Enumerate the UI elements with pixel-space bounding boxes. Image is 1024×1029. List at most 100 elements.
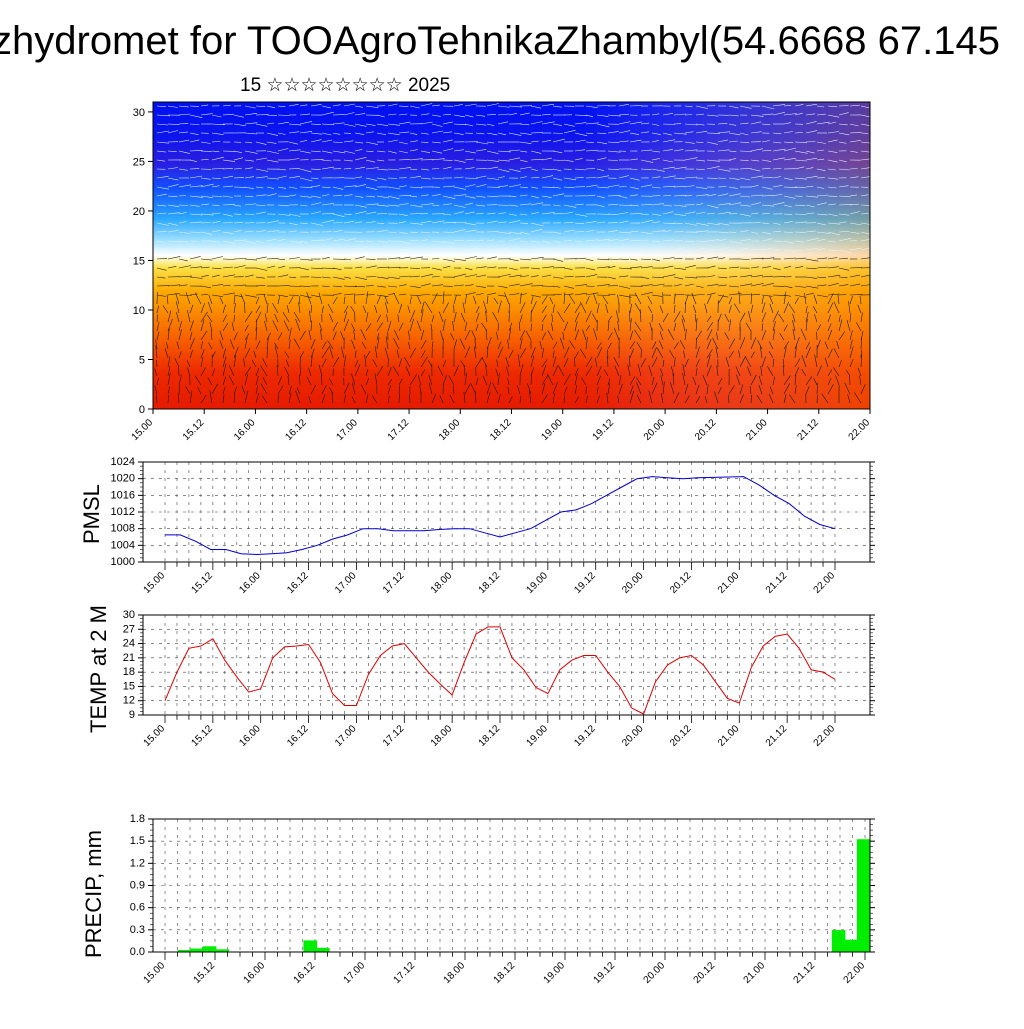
x-tick-label: 20.00 bbox=[620, 723, 646, 749]
x-tick-label: 20.12 bbox=[692, 960, 718, 986]
y-tick-label: 1008 bbox=[111, 523, 135, 535]
x-tick-label: 22.00 bbox=[812, 570, 838, 596]
y-tick-label: 0.6 bbox=[130, 902, 145, 914]
x-tick-label: 21.12 bbox=[792, 960, 818, 986]
x-tick-label: 15.12 bbox=[190, 723, 216, 749]
x-tick-label: 15.00 bbox=[142, 960, 168, 986]
precip-bars bbox=[178, 840, 870, 952]
x-tick-label: 21.12 bbox=[764, 570, 790, 596]
temp-ylabel: TEMP at 2 M bbox=[86, 605, 111, 733]
y-tick-label: 0.0 bbox=[130, 946, 145, 958]
x-tick-label: 15.12 bbox=[181, 417, 207, 443]
x-tick-label: 17.00 bbox=[335, 417, 361, 443]
y-tick-label: 10 bbox=[133, 305, 145, 317]
y-tick-label: 1.2 bbox=[130, 857, 145, 869]
x-tick-label: 16.00 bbox=[232, 417, 258, 443]
x-tick-label: 20.12 bbox=[668, 723, 694, 749]
precip-ylabel: PRECIP, mm bbox=[81, 830, 106, 958]
x-tick-label: 22.00 bbox=[842, 960, 868, 986]
y-tick-label: 1000 bbox=[111, 556, 135, 568]
precip-grid bbox=[153, 819, 870, 952]
x-tick-label: 16.12 bbox=[285, 570, 311, 596]
x-tick-label: 19.12 bbox=[591, 417, 617, 443]
x-tick-label: 15.00 bbox=[142, 723, 168, 749]
x-tick-label: 17.12 bbox=[392, 960, 418, 986]
x-tick-label: 21.00 bbox=[716, 723, 742, 749]
x-tick-label: 18.00 bbox=[429, 570, 455, 596]
y-tick-label: 15 bbox=[133, 255, 145, 267]
temp-grid bbox=[143, 615, 870, 715]
x-tick-label: 21.00 bbox=[744, 417, 770, 443]
x-tick-label: 17.12 bbox=[381, 723, 407, 749]
y-tick-label: 27 bbox=[123, 623, 135, 635]
temp-axes: 9 12 15 18 21 24 27 30 15.00 15.12 16.00 16.12 17.00… bbox=[123, 609, 875, 749]
y-tick-label: 0.9 bbox=[130, 880, 145, 892]
precip-bar bbox=[845, 940, 858, 952]
x-tick-label: 17.00 bbox=[333, 570, 359, 596]
x-tick-label: 15.12 bbox=[192, 960, 218, 986]
y-tick-label: 9 bbox=[129, 709, 135, 721]
x-tick-label: 18.12 bbox=[488, 417, 514, 443]
y-tick-label: 20 bbox=[133, 206, 145, 218]
x-tick-label: 15.00 bbox=[142, 570, 168, 596]
x-tick-label: 19.12 bbox=[572, 570, 598, 596]
figure-title: zhydromet for TOOAgroTehnikaZhambyl(54.6… bbox=[0, 19, 1000, 63]
x-tick-label: 16.12 bbox=[283, 417, 309, 443]
x-tick-label: 19.00 bbox=[525, 570, 551, 596]
x-tick-label: 21.00 bbox=[742, 960, 768, 986]
x-tick-label: 18.00 bbox=[437, 417, 463, 443]
x-tick-label: 17.12 bbox=[381, 570, 407, 596]
y-tick-label: 0 bbox=[139, 404, 145, 416]
y-tick-label: 21 bbox=[123, 652, 135, 664]
x-tick-label: 17.12 bbox=[386, 417, 412, 443]
x-tick-label: 16.00 bbox=[237, 570, 263, 596]
y-tick-label: 25 bbox=[133, 156, 145, 168]
x-tick-label: 20.12 bbox=[668, 570, 694, 596]
y-tick-label: 24 bbox=[123, 638, 135, 650]
y-tick-label: 1.5 bbox=[130, 835, 145, 847]
x-tick-label: 19.00 bbox=[539, 417, 565, 443]
x-tick-label: 16.12 bbox=[292, 960, 318, 986]
y-tick-label: 15 bbox=[123, 680, 135, 692]
y-tick-label: 1024 bbox=[111, 456, 135, 468]
figure-subtitle: 15 ☆☆☆☆☆☆☆☆ 2025 bbox=[240, 75, 450, 96]
x-tick-label: 16.12 bbox=[285, 723, 311, 749]
y-tick-label: 18 bbox=[123, 666, 135, 678]
x-tick-label: 17.00 bbox=[342, 960, 368, 986]
y-tick-label: 1.8 bbox=[130, 813, 145, 825]
x-tick-label: 22.00 bbox=[847, 417, 873, 443]
x-tick-label: 17.00 bbox=[333, 723, 359, 749]
x-tick-label: 19.00 bbox=[542, 960, 568, 986]
y-tick-label: 1012 bbox=[111, 506, 135, 518]
temp-panel: TEMP at 2 M 9 12 15 18 21 24 27 30 15.00 15.12 16.… bbox=[86, 605, 875, 749]
x-tick-label: 16.00 bbox=[237, 723, 263, 749]
x-tick-label: 21.00 bbox=[716, 570, 742, 596]
pmsl-ylabel: PMSL bbox=[79, 484, 104, 544]
x-tick-label: 19.00 bbox=[525, 723, 551, 749]
x-tick-label: 18.12 bbox=[492, 960, 518, 986]
precip-bar bbox=[832, 931, 845, 952]
y-tick-label: 0.3 bbox=[130, 924, 145, 936]
precip-bar bbox=[317, 948, 330, 952]
x-tick-label: 15.12 bbox=[190, 570, 216, 596]
x-tick-label: 19.12 bbox=[572, 723, 598, 749]
x-tick-label: 18.00 bbox=[429, 723, 455, 749]
x-tick-label: 21.12 bbox=[764, 723, 790, 749]
x-tick-label: 20.12 bbox=[693, 417, 719, 443]
y-tick-label: 30 bbox=[133, 107, 145, 119]
temp-frame bbox=[143, 615, 870, 715]
x-tick-label: 20.00 bbox=[620, 570, 646, 596]
y-tick-label: 30 bbox=[123, 609, 135, 621]
x-tick-label: 20.00 bbox=[642, 417, 668, 443]
y-tick-label: 1016 bbox=[111, 489, 135, 501]
x-tick-label: 15.00 bbox=[130, 417, 156, 443]
x-tick-label: 18.00 bbox=[442, 960, 468, 986]
y-tick-label: 1020 bbox=[111, 473, 135, 485]
x-tick-label: 21.12 bbox=[795, 417, 821, 443]
y-tick-label: 12 bbox=[123, 695, 135, 707]
x-tick-label: 16.00 bbox=[242, 960, 268, 986]
x-tick-label: 19.12 bbox=[592, 960, 618, 986]
